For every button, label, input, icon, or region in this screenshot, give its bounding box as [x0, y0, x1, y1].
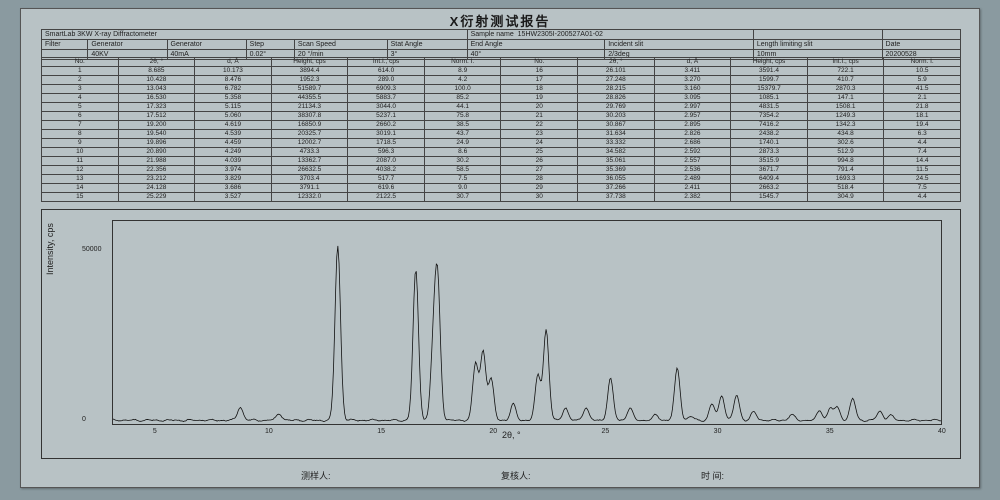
y-tick: 0	[82, 416, 86, 423]
table-row: 819.5404.53920325.73019.143.72331.6342.8…	[42, 130, 961, 139]
x-tick: 20	[489, 428, 497, 435]
report-title: X衍射测试报告	[21, 11, 979, 30]
table-row: 18.68510.1733894.4614.08.91626.1013.4113…	[42, 67, 961, 76]
x-tick: 15	[377, 428, 385, 435]
x-tick: 35	[826, 428, 834, 435]
x-tick: 5	[153, 428, 157, 435]
table-row: 1121.9884.03913362.72087.030.22635.0612.…	[42, 157, 961, 166]
table-row: 210.4288.4761952.3289.04.21727.2483.2701…	[42, 76, 961, 85]
table-row: 719.2004.61916850.92660.238.52230.8672.8…	[42, 121, 961, 130]
x-tick: 30	[714, 428, 722, 435]
table-row: 919.8964.45912002.71718.524.92433.3322.6…	[42, 139, 961, 148]
report-document: X衍射测试报告 SmartLab 3KW X-ray Diffractomete…	[20, 8, 980, 488]
x-tick: 25	[602, 428, 610, 435]
signature-time: 时 间:	[701, 469, 724, 482]
xrd-spectrum	[113, 221, 941, 424]
table-row: 1222.3563.97426632.54038.258.52735.3692.…	[42, 166, 961, 175]
param-labels: FilterGenerator GeneratorStep Scan Speed…	[42, 40, 961, 50]
peak-data-table: No.2θ, °d, ÅHeight, cpsInt.I., cpsNorm. …	[41, 57, 961, 202]
y-tick: 50000	[82, 246, 101, 253]
table-row: 313.0436.78251589.76909.3100.01828.2153.…	[42, 85, 961, 94]
x-tick: 10	[265, 428, 273, 435]
table-row: 1020.8904.2494733.3596.38.62534.5822.592…	[42, 148, 961, 157]
x-tick: 40	[938, 428, 946, 435]
signature-sampler: 测样人:	[301, 469, 331, 482]
table-row: 617.5125.06038307.85237.175.82130.2032.9…	[42, 112, 961, 121]
device-name: SmartLab 3KW X-ray Diffractometer	[42, 30, 468, 40]
x-axis-label: 2θ, °	[502, 430, 521, 440]
signature-reviewer: 复核人:	[501, 469, 531, 482]
table-row: 416.5305.35844355.55883.785.21928.8263.0…	[42, 94, 961, 103]
table-row: 1323.2123.8293703.4517.77.52836.0552.489…	[42, 175, 961, 184]
table-row: 1525.2293.52712332.02122.530.73037.7382.…	[42, 193, 961, 202]
xrd-chart: Intensity, cps 50000 0 2θ, ° 5 10 15 20 25 30…	[41, 209, 961, 459]
plot-area	[112, 220, 942, 425]
table-row: 1424.1283.6863791.1619.69.02937.2662.411…	[42, 184, 961, 193]
metadata-table: SmartLab 3KW X-ray Diffractometer Sample…	[41, 29, 961, 60]
y-axis-label: Intensity, cps	[45, 223, 55, 275]
table-row: 517.3235.11521134.33044.044.12029.7692.9…	[42, 103, 961, 112]
